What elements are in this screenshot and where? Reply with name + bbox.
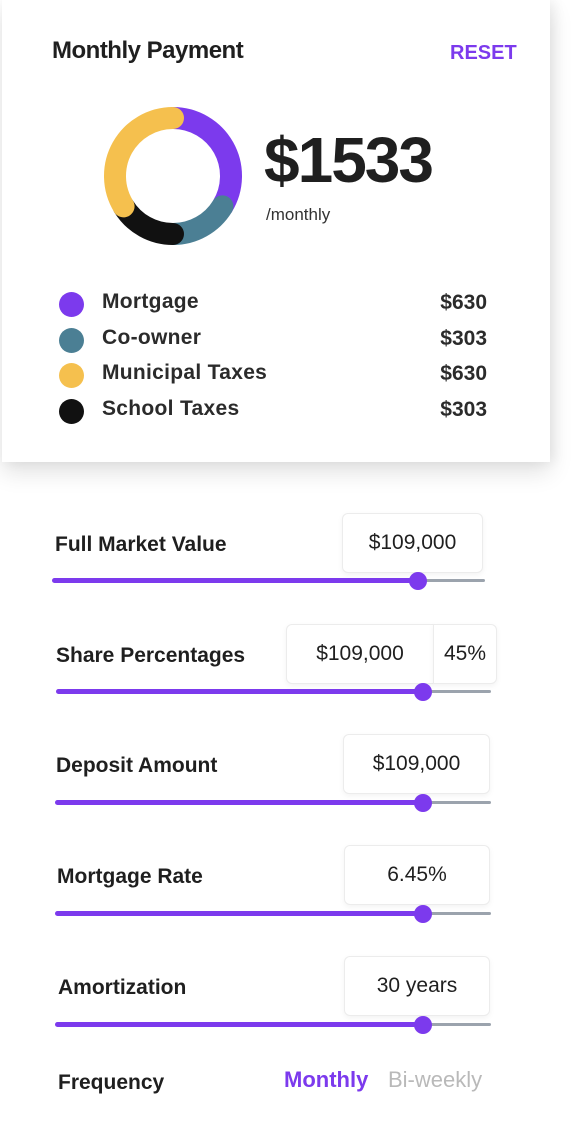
legend-label: Municipal Taxes — [102, 361, 268, 385]
legend-item-school-taxes: School Taxes $303 — [59, 395, 489, 431]
share-slider-fill — [56, 689, 423, 694]
legend-item-mortgage: Mortgage $630 — [59, 288, 489, 324]
amortization-input[interactable]: 30 years — [344, 956, 490, 1016]
legend-label: School Taxes — [102, 396, 240, 420]
monthly-payment-card: Monthly Payment RESET $1533 /monthly Mor… — [2, 0, 550, 462]
mortgage-rate-slider-thumb[interactable] — [414, 905, 432, 923]
legend-item-co-owner: Co-owner $303 — [59, 324, 489, 360]
deposit-amount-input[interactable]: $109,000 — [343, 734, 490, 794]
legend-value: $303 — [440, 326, 487, 350]
amortization-slider-thumb[interactable] — [414, 1016, 432, 1034]
legend-dot — [59, 327, 84, 353]
legend-value: $303 — [440, 397, 487, 421]
legend-value: $630 — [440, 362, 487, 386]
frequency-option-biweekly[interactable]: Bi-weekly — [388, 1067, 483, 1092]
deposit-slider-thumb[interactable] — [414, 794, 432, 812]
legend-item-municipal-taxes: Municipal Taxes $630 — [59, 359, 489, 395]
amortization-label: Amortization — [58, 976, 187, 999]
market-value-label: Full Market Value — [55, 533, 227, 556]
payment-legend: Mortgage $630 Co-owner $303 Municipal Ta… — [59, 288, 489, 430]
donut-slice-municipal-taxes — [104, 107, 184, 218]
mortgage-rate-slider-fill — [55, 911, 423, 916]
market-value-slider-thumb[interactable] — [409, 572, 427, 590]
legend-dot — [59, 292, 84, 317]
reset-button[interactable]: RESET — [450, 42, 517, 64]
legend-value: $630 — [440, 291, 487, 314]
share-slider-track[interactable] — [423, 690, 491, 693]
legend-label: Co-owner — [102, 325, 202, 349]
legend-label: Mortgage — [102, 290, 199, 313]
card-title: Monthly Payment — [52, 37, 244, 64]
share-amount-input[interactable]: $109,000 — [286, 624, 434, 684]
deposit-amount-label: Deposit Amount — [56, 754, 218, 777]
donut-slice-mortgage — [162, 107, 242, 218]
share-slider-thumb[interactable] — [414, 683, 432, 701]
market-value-slider-fill — [52, 578, 418, 583]
frequency-option-monthly[interactable]: Monthly — [284, 1067, 369, 1092]
deposit-slider-fill — [55, 800, 423, 805]
share-percentages-label: Share Percentages — [56, 644, 246, 667]
payment-donut-chart — [104, 107, 242, 245]
amortization-slider-fill — [55, 1022, 423, 1027]
mortgage-rate-slider-track[interactable] — [423, 912, 491, 915]
amortization-slider-track[interactable] — [423, 1023, 491, 1026]
payment-period: /monthly — [266, 205, 331, 224]
legend-dot — [59, 398, 84, 424]
payment-amount: $1533 — [264, 124, 434, 196]
market-value-slider-track[interactable] — [418, 579, 485, 582]
frequency-label: Frequency — [58, 1071, 165, 1094]
share-percent-input[interactable]: 45% — [433, 624, 497, 684]
mortgage-rate-input[interactable]: 6.45% — [344, 845, 490, 905]
legend-dot — [59, 363, 84, 389]
deposit-slider-track[interactable] — [423, 801, 491, 804]
market-value-input[interactable]: $109,000 — [342, 513, 483, 573]
mortgage-rate-label: Mortgage Rate — [57, 865, 203, 888]
